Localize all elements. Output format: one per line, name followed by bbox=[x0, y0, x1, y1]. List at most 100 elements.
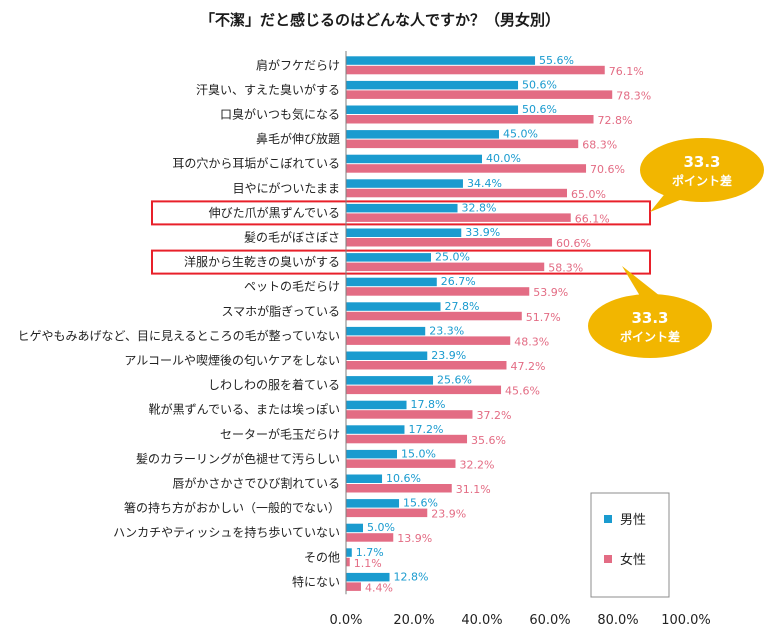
bar-male bbox=[346, 179, 463, 188]
bar-male bbox=[346, 548, 352, 557]
category-label: 目やにがついたまま bbox=[233, 180, 340, 195]
data-label-male: 45.0% bbox=[503, 128, 538, 141]
data-label-female: 70.6% bbox=[590, 163, 625, 176]
category-label: アルコールや喫煙後の匂いケアをしない bbox=[124, 354, 340, 368]
bar-female bbox=[346, 410, 473, 419]
callout-pointer bbox=[622, 266, 660, 296]
bar-female bbox=[346, 557, 350, 567]
category-label: 箸の持ち方がおかしい（一般的でない） bbox=[124, 500, 340, 515]
data-label-male: 10.6% bbox=[386, 472, 421, 485]
data-label-female: 32.2% bbox=[459, 458, 494, 471]
category-label: 耳の穴から耳垢がこぼれている bbox=[172, 156, 340, 171]
data-label-female: 78.3% bbox=[616, 89, 651, 102]
data-label-female: 35.6% bbox=[471, 434, 506, 447]
bar-male bbox=[346, 400, 407, 410]
data-label-male: 15.0% bbox=[401, 447, 436, 460]
data-label-female: 13.9% bbox=[397, 532, 432, 545]
category-label: ヒゲやもみあげなど、目に見えるところの毛が整っていない bbox=[18, 328, 340, 343]
callout-value: 33.3 bbox=[631, 309, 668, 327]
data-label-female: 45.6% bbox=[505, 385, 540, 398]
bar-female bbox=[346, 336, 511, 345]
bar-female bbox=[346, 287, 530, 296]
category-label: セーターが毛玉だらけ bbox=[220, 426, 340, 441]
x-tick-label: 20.0% bbox=[393, 613, 434, 628]
data-label-female: 48.3% bbox=[514, 335, 549, 348]
bar-female bbox=[346, 115, 594, 124]
category-label: 洋服から生乾きの臭いがする bbox=[184, 254, 340, 269]
callout-unit: ポイント差 bbox=[672, 173, 732, 188]
legend: 男性 女性 bbox=[590, 492, 670, 598]
data-label-female: 65.0% bbox=[571, 188, 606, 201]
x-tick-label: 40.0% bbox=[461, 613, 502, 628]
data-label-female: 68.3% bbox=[582, 139, 617, 152]
category-label: 髪の毛がぼさぼさ bbox=[244, 230, 340, 245]
x-tick-label: 100.0% bbox=[661, 613, 711, 628]
bar-female bbox=[346, 262, 545, 272]
category-label: 唇がかさかさでひび割れている bbox=[172, 476, 340, 491]
bar-male bbox=[346, 203, 458, 213]
data-label-female: 51.7% bbox=[526, 311, 561, 324]
category-label: 口臭がいつも気になる bbox=[220, 107, 340, 122]
callout-unit: ポイント差 bbox=[620, 329, 680, 344]
data-label-female: 47.2% bbox=[510, 360, 545, 373]
bar-female bbox=[346, 65, 605, 75]
data-label-male: 55.6% bbox=[539, 54, 574, 67]
legend-box bbox=[590, 492, 670, 598]
bar-male bbox=[346, 56, 536, 65]
data-label-male: 1.7% bbox=[356, 546, 384, 559]
data-label-female: 31.1% bbox=[456, 483, 491, 496]
data-label-female: 60.6% bbox=[556, 237, 591, 250]
bar-female bbox=[346, 213, 571, 222]
category-label: しわしわの服を着ている bbox=[208, 377, 340, 392]
data-label-female: 1.1% bbox=[354, 557, 382, 570]
data-label-male: 40.0% bbox=[486, 152, 521, 165]
data-label-female: 66.1% bbox=[575, 212, 610, 225]
data-label-female: 58.3% bbox=[548, 262, 583, 275]
legend-swatch-female bbox=[604, 555, 612, 563]
bar-male bbox=[346, 105, 519, 114]
bar-male bbox=[346, 277, 437, 287]
bar-female bbox=[346, 385, 502, 395]
category-label: スマホが脂ぎっている bbox=[221, 303, 340, 318]
data-label-male: 23.9% bbox=[431, 349, 466, 362]
data-label-female: 4.4% bbox=[365, 581, 393, 594]
data-label-male: 25.0% bbox=[435, 251, 470, 264]
bar-female bbox=[346, 238, 553, 247]
bar-female bbox=[346, 311, 522, 321]
data-label-male: 50.6% bbox=[522, 103, 557, 116]
bar-male bbox=[346, 474, 383, 483]
data-label-male: 17.2% bbox=[408, 423, 443, 436]
x-tick-label: 60.0% bbox=[529, 613, 570, 628]
bar-male bbox=[346, 253, 431, 262]
category-label: 鼻毛が伸び放題 bbox=[256, 131, 340, 146]
bar-male bbox=[346, 523, 363, 533]
data-label-male: 27.8% bbox=[445, 300, 480, 313]
category-label: 伸びた爪が黒ずんでいる bbox=[209, 205, 340, 220]
bar-female bbox=[346, 361, 507, 370]
chart-title: 「不潔」だと感じるのはどんな人ですか？（男女別） bbox=[200, 11, 560, 29]
bar-female bbox=[346, 459, 456, 468]
bar-female bbox=[346, 90, 613, 99]
bar-male bbox=[346, 449, 397, 459]
bar-female bbox=[346, 582, 361, 591]
callout-bubble: 33.3 ポイント差 bbox=[588, 266, 712, 358]
category-label: ハンカチやティッシュを持ち歩いていない bbox=[113, 525, 340, 540]
callout-ellipse bbox=[588, 294, 712, 358]
bar-male bbox=[346, 130, 499, 139]
bar-male bbox=[346, 376, 434, 385]
data-label-male: 26.7% bbox=[441, 275, 476, 288]
bar-female bbox=[346, 434, 468, 444]
legend-label-male: 男性 bbox=[620, 513, 646, 528]
data-label-female: 72.8% bbox=[598, 114, 633, 127]
highlight-box bbox=[151, 249, 651, 275]
legend-swatch-male bbox=[604, 515, 612, 523]
data-label-male: 32.8% bbox=[462, 201, 497, 214]
callout-bubble: 33.3 ポイント差 bbox=[640, 138, 764, 212]
data-label-male: 33.9% bbox=[465, 226, 500, 239]
bar-male bbox=[346, 351, 428, 360]
bar-female bbox=[346, 484, 452, 493]
bar-female bbox=[346, 508, 428, 518]
category-label: 肩がフケだらけ bbox=[256, 57, 340, 72]
callout-ellipse bbox=[640, 138, 764, 202]
